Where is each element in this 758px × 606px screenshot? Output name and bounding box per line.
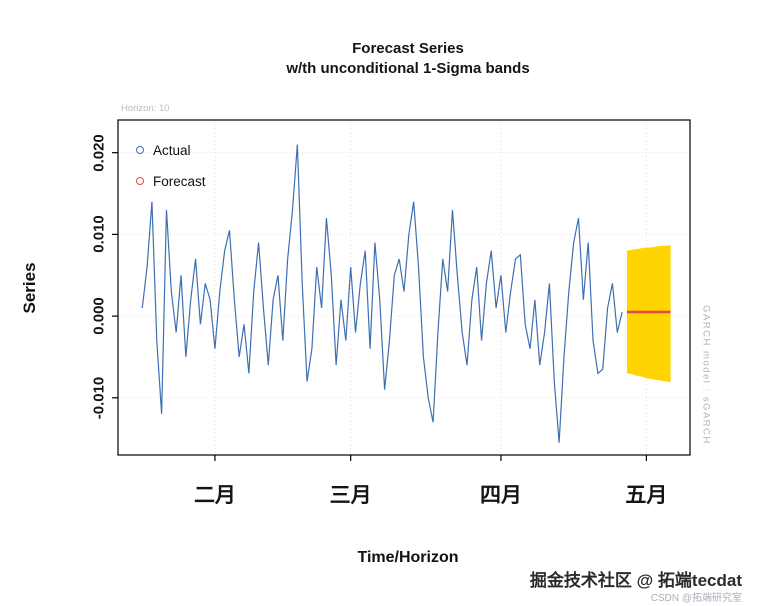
x-tick-label: 二月: [193, 484, 236, 507]
y-tick-label: -0.010: [90, 376, 108, 420]
y-tick-label: 0.010: [90, 215, 108, 254]
actual-marker-icon: [136, 146, 144, 154]
garch-model-label: GARCH model : sGARCH: [700, 305, 712, 445]
y-tick-label: 0.000: [90, 297, 108, 335]
x-tick-label: 五月: [625, 484, 668, 507]
x-axis-label: Time/Horizon: [357, 549, 459, 566]
legend-item-forecast: Forecast: [136, 173, 206, 189]
watermark-sub: CSDN @拓端研究室: [650, 593, 742, 604]
y-axis-label: Series: [20, 262, 39, 314]
legend-item-actual: Actual: [136, 142, 206, 158]
chart-title-line1: Forecast Series: [352, 40, 464, 57]
forecast-marker-icon: [136, 177, 144, 185]
horizon-note: Horizon: 10: [121, 103, 170, 114]
legend-label-actual: Actual: [153, 142, 191, 158]
watermark-main: 掘金技术社区 @ 拓端tecdat: [529, 571, 742, 590]
x-tick-label: 三月: [329, 484, 372, 507]
y-tick-label: 0.020: [90, 133, 108, 172]
legend-label-forecast: Forecast: [153, 173, 206, 189]
x-tick-label: 四月: [479, 484, 522, 507]
legend: Actual Forecast: [136, 142, 206, 204]
chart-title-line2: w/th unconditional 1-Sigma bands: [286, 60, 530, 77]
